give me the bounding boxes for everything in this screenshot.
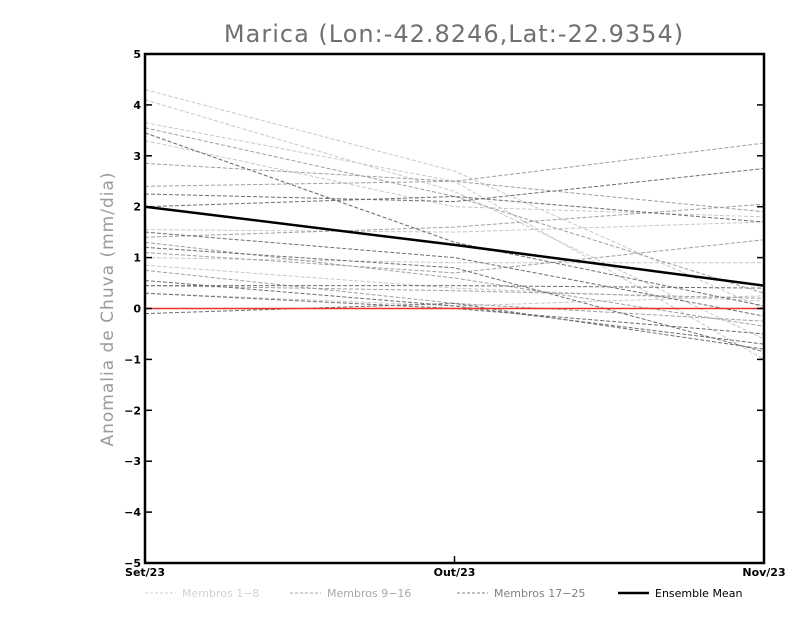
tick-layer: −5 −4 −3 −2 −1 0 1 2 3 4 5 Set/23 Out/23 Nov/23: [124, 48, 786, 579]
series-line-g3-19: [144, 195, 765, 223]
series-line-g1-5: [144, 221, 765, 233]
y-tick-label: 0: [133, 303, 141, 316]
series-line-g3-21: [144, 246, 765, 353]
chart-title: Marica (Lon:-42.8246,Lat:-22.9354): [224, 20, 684, 48]
y-tick-label: 4: [133, 99, 141, 112]
series-line-g3-22: [144, 280, 765, 345]
series-line-g3-17: [144, 132, 765, 307]
series-line-g3-20: [144, 231, 765, 317]
series-line-g1-8: [144, 292, 765, 307]
y-tick-label: 5: [133, 48, 141, 61]
series-line-g1-7: [144, 264, 765, 302]
series-line-g2-16: [144, 285, 765, 299]
y-tick-label: −1: [124, 353, 141, 366]
y-tick-label: −5: [124, 557, 141, 570]
y-tick-label: 1: [133, 252, 141, 265]
series-line-g1-4: [144, 140, 765, 218]
ensemble-mean-line: [144, 205, 765, 287]
y-tick-label: −4: [124, 506, 141, 519]
y-tick-label: 3: [133, 150, 141, 163]
legend-label-mean: Ensemble Mean: [655, 587, 742, 600]
legend-label-g1: Membros 1−8: [182, 587, 259, 600]
y-axis-label: Anomalia de Chuva (mm/dia): [98, 171, 118, 446]
mean-layer: [144, 205, 765, 310]
legend: Membros 1−8 Membros 9−16 Membros 17−25 Ense…: [145, 587, 742, 600]
series-line-g3-18: [144, 168, 765, 203]
legend-label-g3: Membros 17−25: [494, 587, 585, 600]
series-line-g3-25: [144, 302, 765, 350]
series-line-g1-1: [144, 89, 765, 309]
series-line-g2-10: [144, 142, 765, 182]
series-line-g2-9: [144, 127, 765, 294]
series-line-g2-12: [144, 203, 765, 238]
series-line-g2-14: [144, 239, 765, 274]
series-line-g2-11: [144, 180, 765, 213]
series-line-g2-15: [144, 269, 765, 322]
y-tick-label: 2: [133, 201, 141, 214]
legend-label-g2: Membros 9−16: [327, 587, 411, 600]
x-tick-label: Out/23: [434, 566, 476, 579]
series-layer: [144, 89, 765, 360]
series-line-g1-3: [144, 122, 765, 360]
x-tick-label: Nov/23: [742, 566, 785, 579]
y-tick-label: −2: [124, 404, 141, 417]
x-tick-label: Set/23: [125, 566, 165, 579]
y-tick-label: −3: [124, 455, 141, 468]
series-line-g3-24: [144, 292, 765, 335]
series-line-g3-23: [145, 285, 765, 289]
series-line-g2-13: [144, 241, 765, 327]
